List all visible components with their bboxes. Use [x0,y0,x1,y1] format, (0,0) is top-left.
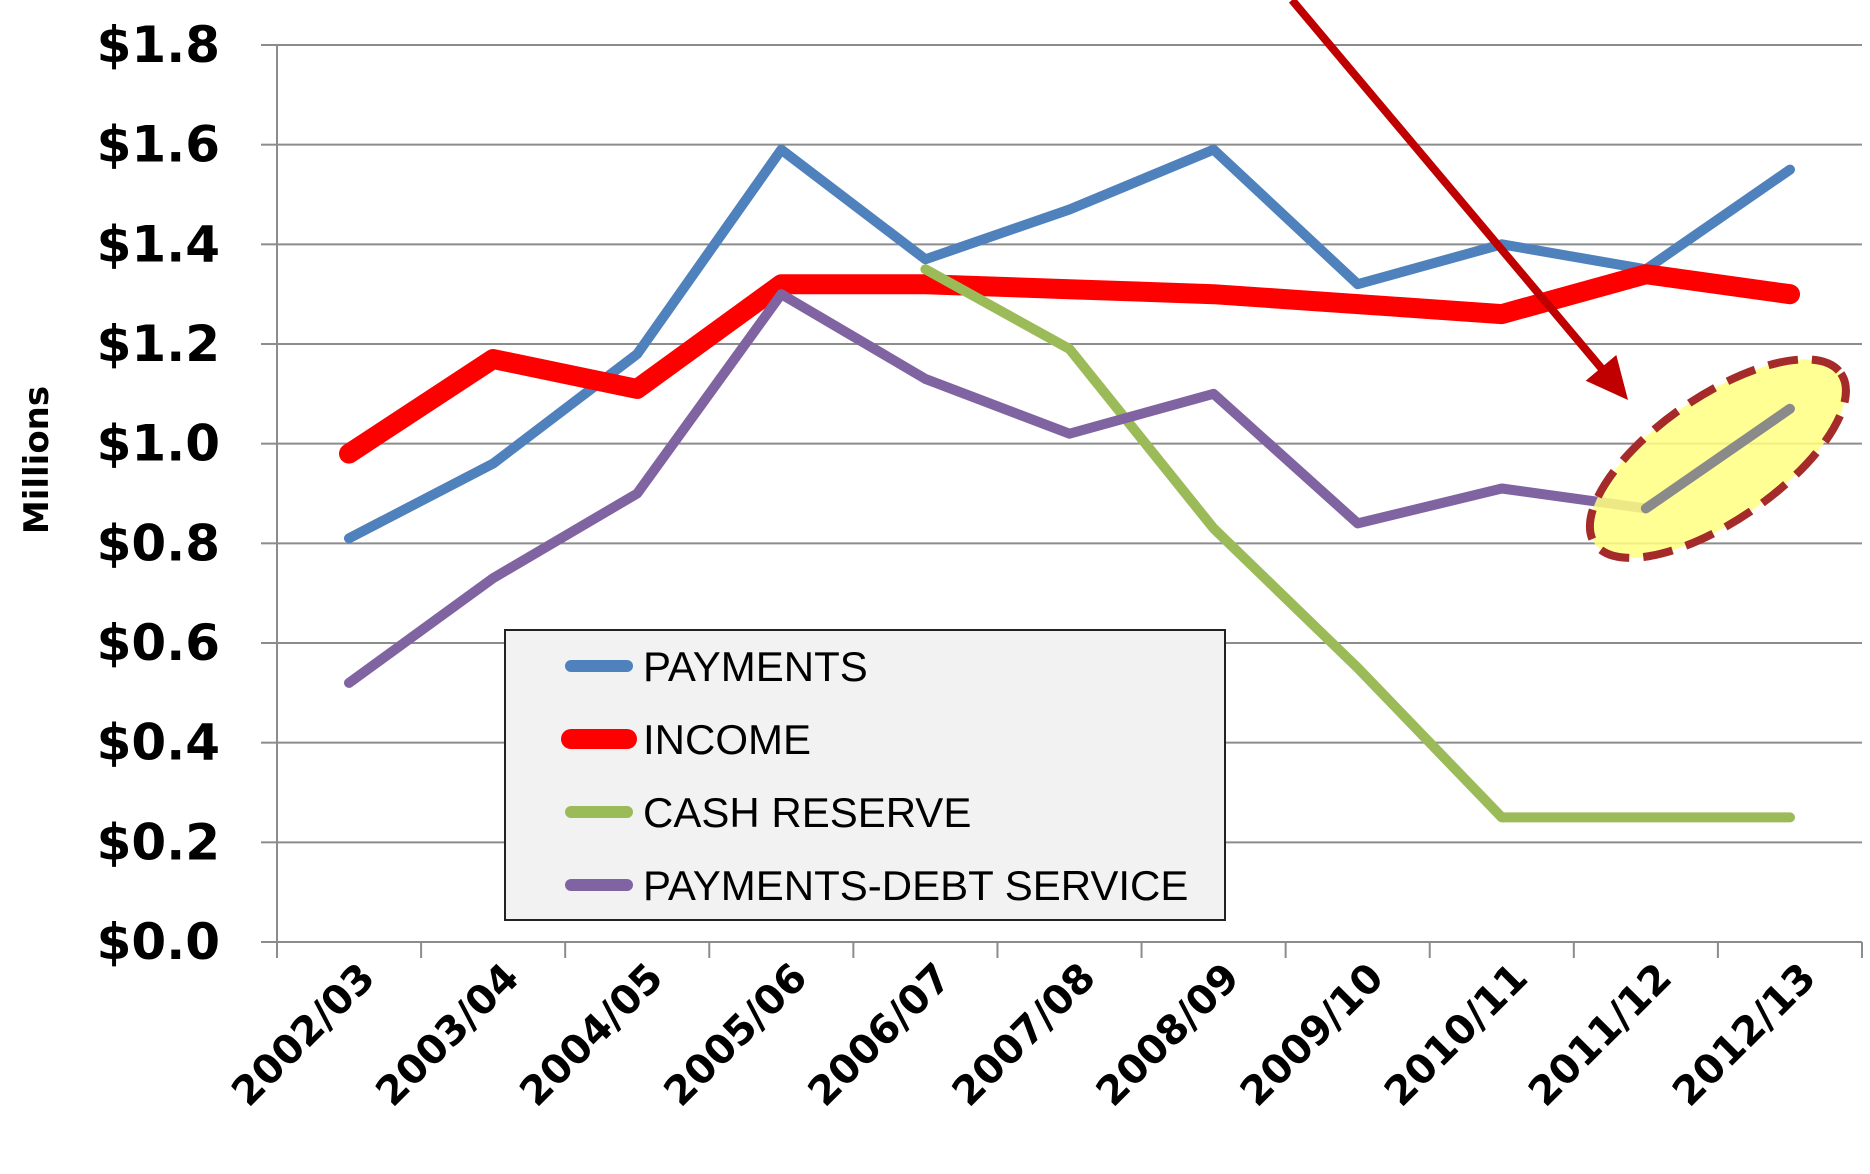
annotation-arrow [1288,0,1622,391]
legend-label: INCOME [643,716,811,763]
annotation-arrowhead [1585,354,1628,400]
y-axis-label: Millions [17,386,57,534]
x-tick-label: 2005/06 [655,955,816,1116]
y-tick-label: $0.6 [97,614,220,672]
x-tick-label: 2007/08 [944,955,1105,1116]
y-tick-label: $1.0 [97,415,220,473]
y-tick-label: $0.8 [97,514,220,572]
highlighted-segment [1640,403,1795,514]
legend: PAYMENTS INCOME CASH RESERVE PAYMENTS-DEBT … [504,629,1226,921]
x-tick-label: 2003/04 [367,955,528,1116]
x-tick-label: 2004/05 [511,955,672,1116]
x-tick-label: 2012/13 [1664,955,1825,1116]
x-tick-label: 2002/03 [223,955,384,1116]
y-tick-label: $1.2 [97,315,220,373]
x-tick-label: 2009/10 [1232,955,1393,1116]
series-line-cash-reserve [920,264,1795,823]
x-axis-ticks: 2002/032003/042004/052005/062006/072007/… [223,955,1825,1116]
legend-label: PAYMENTS [643,643,868,690]
y-tick-label: $1.4 [97,215,220,273]
y-tick-label: $0.2 [97,813,220,871]
x-tick-label: 2006/07 [800,955,961,1116]
annotations [1288,0,1850,562]
axes [261,44,1863,958]
series-line-payments-debt-service [344,289,1795,688]
series-line-payments [344,144,1795,544]
y-axis-ticks: $0.0 $0.2 $0.4 $0.6 $0.8 $1.0 $1.2 $1.4 $1.6 $1.8 [97,16,220,971]
y-tick-label: $0.4 [97,714,220,772]
series-line-income [339,264,1800,464]
legend-label: PAYMENTS-DEBT SERVICE [643,862,1188,909]
x-tick-label: 2011/12 [1520,955,1681,1116]
x-tick-label: 2010/11 [1376,955,1537,1116]
legend-box [504,629,1226,921]
y-tick-label: $1.6 [97,116,220,174]
legend-label: CASH RESERVE [643,789,971,836]
y-tick-label: $0.0 [97,913,220,971]
y-tick-label: $1.8 [97,16,220,74]
x-tick-label: 2008/09 [1088,955,1249,1116]
